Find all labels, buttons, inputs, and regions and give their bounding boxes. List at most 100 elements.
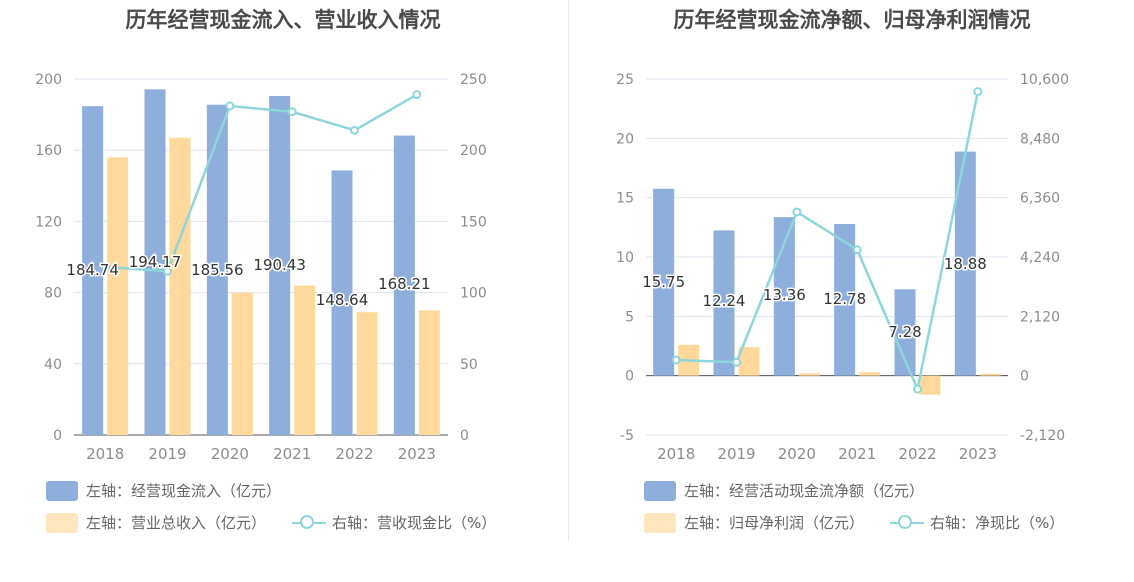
bar-primary — [206, 104, 228, 436]
data-label: 15.75 — [642, 273, 685, 291]
chart-title: 历年经营现金流入、营业收入情况 — [125, 8, 441, 32]
bar-primary — [653, 188, 675, 376]
data-label: 168.21 — [378, 275, 431, 293]
x-tick-label: 2022 — [335, 445, 373, 463]
y-right-tick-label: 50 — [460, 357, 478, 373]
x-tick-label: 2020 — [778, 445, 816, 463]
y-left-tick-label: 160 — [35, 143, 62, 159]
bar-primary — [713, 230, 735, 376]
data-label: 7.28 — [888, 323, 921, 341]
left-chart-panel: 历年经营现金流入、营业收入情况 0 40 80 120 160 200 0 50 100 150 2… — [0, 0, 566, 582]
legend-item[interactable]: 左轴：营业总收入（亿元） — [46, 512, 266, 533]
y-right-tick-label: 100 — [460, 286, 487, 302]
line-point — [163, 266, 172, 276]
bar-secondary — [356, 312, 378, 435]
x-tick-label: 2022 — [898, 445, 936, 463]
bar-secondary — [107, 157, 129, 435]
y-left-tick-label: 120 — [35, 214, 62, 230]
x-tick-label: 2019 — [717, 445, 755, 463]
legend-label: 右轴：净现比（%） — [930, 514, 1065, 532]
x-tick-label: 2021 — [273, 445, 311, 463]
y-left-tick-label: 40 — [44, 357, 62, 373]
data-label: 185.56 — [191, 261, 244, 279]
legend-line-swatch — [890, 513, 924, 533]
y-right-tick-label: 0 — [1020, 369, 1029, 385]
data-label: 194.17 — [129, 253, 182, 271]
right-chart-panel: 历年经营现金流净额、归母净利润情况 -5 0 5 10 15 20 25 -2,120 0 2,1… — [570, 0, 1134, 582]
data-label: 190.43 — [253, 256, 306, 274]
line-series — [105, 93, 418, 273]
bar-secondary — [979, 373, 1001, 376]
legend-item[interactable]: 左轴：归母净利润（亿元） — [644, 512, 864, 533]
line-point — [287, 107, 297, 117]
y-left-tick-label: 80 — [44, 286, 62, 302]
legend-swatch — [644, 512, 676, 533]
x-tick-label: 2018 — [86, 445, 124, 463]
x-tick-label: 2023 — [398, 445, 436, 463]
x-tick-label: 2018 — [657, 445, 695, 463]
y-right-tick-label: 8,480 — [1020, 131, 1060, 147]
bar-primary — [393, 135, 415, 436]
bar-secondary — [418, 310, 440, 435]
bar-primary — [894, 289, 916, 376]
legend-item[interactable]: 左轴：经营现金流入（亿元） — [46, 480, 281, 501]
legend-swatch — [46, 480, 78, 501]
x-tick-label: 2019 — [148, 445, 186, 463]
legend-item[interactable]: 左轴：经营活动现金流净额（亿元） — [644, 480, 924, 501]
chart-title: 历年经营现金流净额、归母净利润情况 — [673, 8, 1031, 32]
legend-label: 左轴：经营活动现金流净额（亿元） — [684, 482, 925, 500]
data-label: 12.24 — [703, 292, 746, 310]
legend-swatch — [46, 512, 78, 533]
line-series — [676, 91, 980, 394]
bar-primary — [82, 106, 104, 435]
y-right-tick-label: 2,120 — [1020, 309, 1060, 325]
data-label: 148.64 — [316, 291, 369, 309]
line-point — [412, 90, 422, 100]
y-right-tick-label: 0 — [460, 428, 469, 444]
x-tick-label: 2020 — [211, 445, 249, 463]
legend-item[interactable]: 右轴：营收现金比（%） — [292, 512, 496, 533]
bar-secondary — [294, 285, 316, 435]
data-label: 184.74 — [66, 261, 119, 279]
y-left-tick-label: 25 — [616, 72, 634, 88]
y-left-tick-label: 10 — [616, 250, 634, 266]
bar-primary — [331, 170, 353, 435]
line-point — [350, 125, 359, 135]
bar-primary — [144, 89, 166, 435]
line-point — [973, 87, 983, 97]
y-right-tick-label: 150 — [460, 214, 487, 230]
y-right-tick-label: 4,240 — [1020, 250, 1060, 266]
panel-divider — [568, 0, 569, 540]
y-left-tick-label: 0 — [53, 428, 62, 444]
bar-secondary — [919, 375, 941, 395]
legend-item[interactable]: 右轴：净现比（%） — [890, 512, 1064, 533]
y-right-tick-label: -2,120 — [1020, 428, 1065, 444]
bar-primary — [954, 151, 976, 376]
y-left-tick-label: -5 — [620, 428, 634, 444]
bar-secondary — [231, 292, 253, 435]
legend-label: 右轴：营收现金比（%） — [332, 514, 497, 532]
x-tick-label: 2023 — [959, 445, 997, 463]
chart-right-svg: -5 0 5 10 15 20 25 -2,120 0 2,120 4,240 6,360 8,480 1… — [616, 72, 1069, 463]
y-right-tick-label: 6,360 — [1020, 191, 1060, 207]
y-left-tick-label: 200 — [35, 72, 62, 88]
line-point — [100, 262, 110, 272]
bar-primary — [269, 96, 291, 435]
line-point — [852, 245, 862, 255]
y-left-tick-label: 20 — [616, 131, 634, 147]
line-point — [225, 101, 235, 111]
bar-secondary — [859, 372, 881, 376]
y-left-tick-label: 15 — [616, 191, 634, 207]
y-right-tick-label: 200 — [460, 143, 487, 159]
bar-secondary — [169, 137, 191, 436]
data-label: 18.88 — [944, 255, 987, 273]
legend-label: 左轴：归母净利润（亿元） — [684, 514, 865, 532]
y-left-tick-label: 0 — [625, 369, 634, 385]
line-point — [671, 355, 681, 365]
bar-primary — [834, 224, 856, 376]
y-right-tick-label: 10,600 — [1020, 72, 1069, 88]
legend-swatch — [644, 480, 676, 501]
y-left-tick-label: 5 — [625, 309, 634, 325]
line-point — [792, 207, 802, 217]
legend-line-swatch — [292, 513, 326, 533]
